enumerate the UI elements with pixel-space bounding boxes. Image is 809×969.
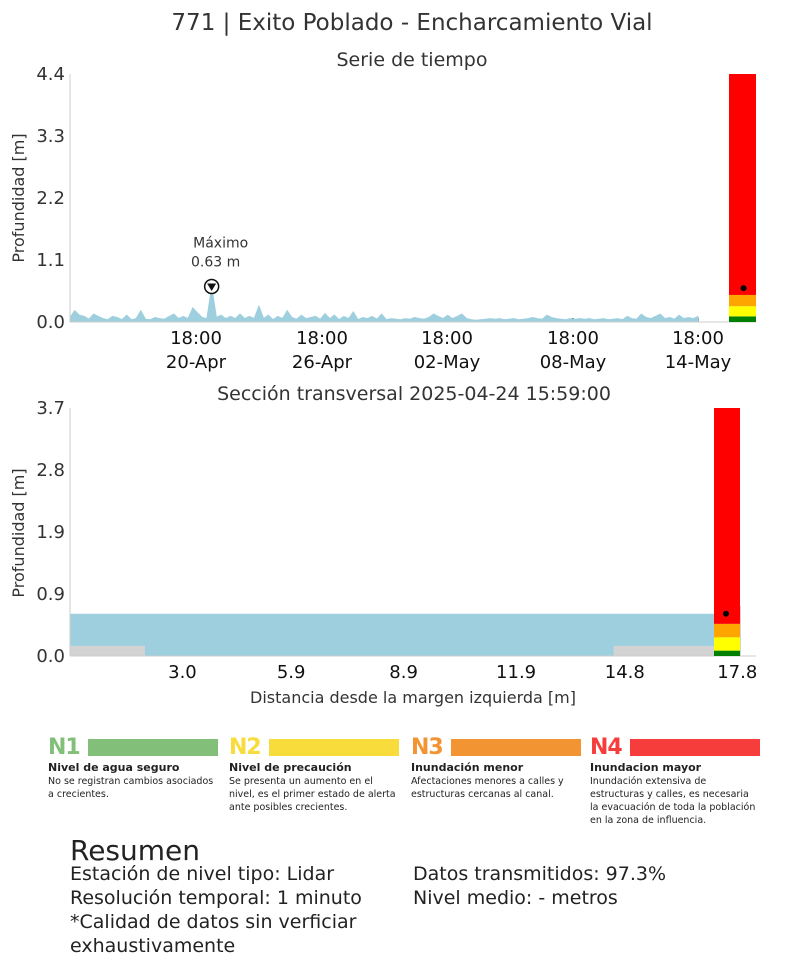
current-level-dot: [740, 285, 747, 292]
legend-item-n4: N4 Inundacion mayor Inundación extensiva…: [590, 734, 760, 827]
x-tick-label-time: 18:00: [170, 328, 222, 349]
level-bar-segment: [729, 294, 756, 307]
cross-section-chart: Sección transversal 2025-04-24 15:59:00 …: [9, 383, 757, 707]
legend-item-n2: N2 Nivel de precaución Se presenta un au…: [229, 734, 399, 814]
legend-name: Nivel de precaución: [229, 761, 352, 774]
summary-title: Resumen: [70, 834, 201, 867]
y-tick-label: 1.9: [36, 522, 65, 543]
timeseries-title: Serie de tiempo: [337, 49, 488, 71]
summary-line: Nivel medio: - metros: [413, 887, 618, 909]
y-tick-label: 1.1: [36, 250, 65, 271]
legend-color-bar: [269, 738, 399, 756]
x-tick-label-date: 08-May: [540, 352, 607, 373]
cross-section-level-bar: [714, 408, 740, 656]
summary-line: Datos transmitidos: 97.3%: [413, 863, 667, 885]
legend-code: N4: [590, 734, 623, 760]
summary-line: *Calidad de datos sin verficiar: [70, 911, 357, 933]
x-tick-label-date: 02-May: [414, 352, 481, 373]
summary-line: Estación de nivel tipo: Lidar: [70, 863, 335, 885]
timeseries-x-ticks: 18:00 20-Apr 18:00 26-Apr 18:00 02-May 18:00 08…: [166, 318, 732, 373]
y-tick-label: 2.8: [36, 460, 65, 481]
max-annotation-value: 0.63 m: [191, 254, 240, 270]
x-tick-label-date: 20-Apr: [166, 352, 227, 373]
legend-color-bar: [451, 738, 581, 756]
timeseries-level-bar: [729, 74, 756, 322]
y-tick-label: 3.3: [36, 126, 65, 147]
legend-item-n1: N1 Nivel de agua seguro No se registran …: [48, 734, 218, 801]
timeseries-y-ticks: 0.0 1.1 2.2 3.3 4.4: [36, 64, 65, 333]
chart-canvas: 771 | Exito Poblado - Encharcamiento Via…: [9, 10, 757, 707]
summary-right-column: Datos transmitidos: 97.3% Nivel medio: -…: [413, 862, 666, 910]
legend-name: Inundación menor: [411, 761, 524, 774]
alert-levels-legend: N1 Nivel de agua seguro No se registran …: [48, 734, 760, 834]
max-marker-triangle: [207, 283, 217, 291]
level-bar-segment: [714, 637, 740, 651]
legend-code: N3: [411, 734, 444, 760]
cross-section-xlabel: Distancia desde la margen izquierda [m]: [250, 688, 576, 707]
level-bar-segment: [729, 306, 756, 317]
y-tick-label: 2.2: [36, 188, 65, 209]
summary-line: exhaustivamente: [70, 935, 236, 957]
legend-code: N1: [48, 734, 81, 760]
cross-section-title: Sección transversal 2025-04-24 15:59:00: [217, 383, 611, 405]
level-bar-segment: [714, 408, 740, 624]
max-annotation-label: Máximo: [193, 235, 248, 251]
level-bar-segment: [714, 623, 740, 638]
x-tick-label-date: 14-May: [665, 352, 732, 373]
legend-description: Se presenta un aumento en el nivel, es e…: [229, 776, 396, 813]
y-tick-label: 0.0: [36, 646, 65, 667]
current-level-dot: [723, 610, 729, 617]
y-tick-label: 4.4: [36, 64, 65, 85]
cross-section-y-ticks: 0.0 0.9 1.9 2.8 3.7: [36, 398, 65, 667]
x-tick-label: 17.8: [717, 662, 757, 683]
legend-description: Inundación extensiva de estructuras y ca…: [590, 776, 756, 826]
level-bar-segment: [729, 316, 756, 322]
x-tick-label: 8.9: [389, 662, 418, 683]
figure-title: 771 | Exito Poblado - Encharcamiento Via…: [171, 10, 652, 36]
x-tick-label-time: 18:00: [672, 328, 724, 349]
y-tick-label: 3.7: [36, 398, 65, 419]
y-tick-label: 0.9: [36, 584, 65, 605]
x-tick-label-time: 18:00: [421, 328, 473, 349]
x-tick-label-time: 18:00: [547, 328, 599, 349]
legend-description: Afectaciones menores a calles y estructu…: [411, 776, 564, 800]
summary-left-column: Estación de nivel tipo: Lidar Resolución…: [70, 862, 362, 958]
cross-section-ylabel: Profundidad [m]: [9, 468, 28, 597]
summary-line: Resolución temporal: 1 minuto: [70, 887, 362, 909]
summary-section: Resumen Estación de nivel tipo: Lidar Re…: [70, 834, 770, 964]
legend-color-bar: [630, 738, 760, 756]
legend-name: Inundacion mayor: [590, 761, 702, 774]
x-tick-label: 14.8: [605, 662, 645, 683]
x-tick-label-time: 18:00: [296, 328, 348, 349]
legend-item-n3: N3 Inundación menor Afectaciones menores…: [411, 734, 581, 801]
x-tick-label: 3.0: [168, 662, 197, 683]
max-marker: [203, 278, 220, 295]
legend-description: No se registran cambios asociados a crec…: [48, 776, 214, 800]
legend-code: N2: [229, 734, 262, 760]
legend-color-bar: [88, 738, 218, 756]
level-bar-segment: [714, 650, 740, 656]
y-tick-label: 0.0: [36, 312, 65, 333]
depth-series-area: [69, 286, 699, 323]
cross-section-x-ticks: 3.0 5.9 8.9 11.9 14.8 17.8: [168, 662, 757, 683]
channel-terrain: [70, 605, 741, 656]
x-tick-label: 5.9: [277, 662, 306, 683]
x-tick-label-date: 26-Apr: [292, 352, 353, 373]
legend-name: Nivel de agua seguro: [48, 761, 180, 774]
x-tick-label: 11.9: [496, 662, 536, 683]
timeseries-chart: Serie de tiempo Profundidad [m] 0.0 1.1 2.…: [9, 49, 756, 373]
level-bar-segment: [729, 74, 756, 295]
timeseries-ylabel: Profundidad [m]: [9, 133, 28, 262]
